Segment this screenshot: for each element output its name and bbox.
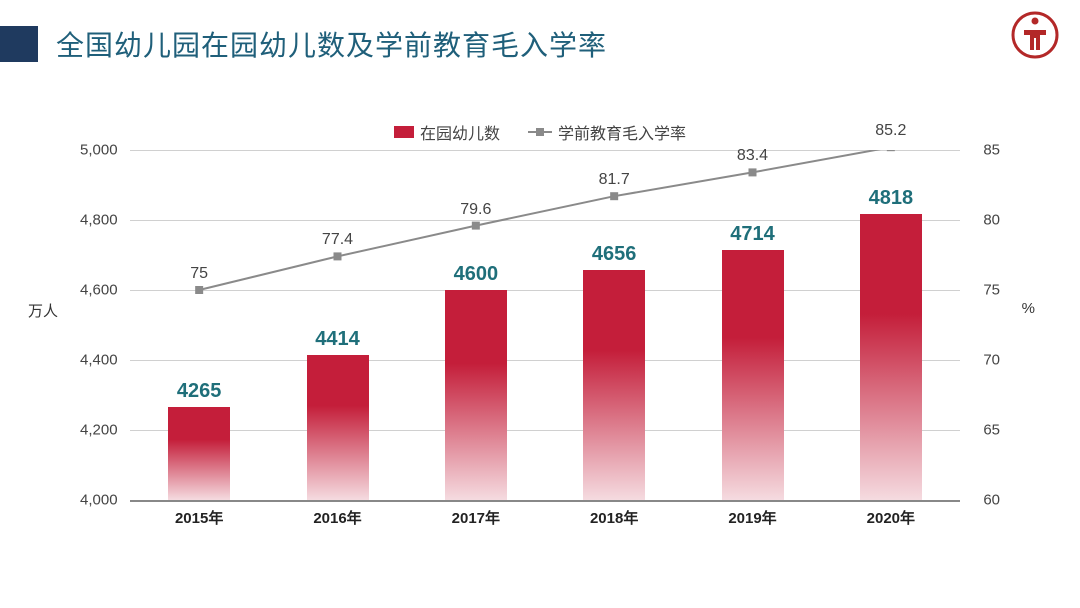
bar-value-label: 4600: [445, 263, 507, 286]
bar-group: 48182020年: [860, 187, 922, 500]
bar: [583, 270, 645, 500]
bar-group: 46002017年: [445, 263, 507, 500]
legend-line-label: 学前教育毛入学率: [558, 120, 686, 144]
bar-group: 47142019年: [722, 223, 784, 500]
legend-bar-label: 在园幼儿数: [420, 120, 500, 144]
bar: [722, 250, 784, 500]
line-value-label: 85.2: [875, 122, 906, 140]
y-axis-right-label: %: [1022, 300, 1035, 317]
slide-title: 全国幼儿园在园幼儿数及学前教育毛入学率: [56, 24, 607, 64]
bar-value-label: 4414: [307, 328, 369, 351]
slide-header: 全国幼儿园在园幼儿数及学前教育毛入学率: [0, 0, 1080, 70]
bar: [307, 355, 369, 500]
bar-value-label: 4265: [168, 380, 230, 403]
y-tick-left: 4,000: [80, 492, 118, 509]
line-value-label: 79.6: [460, 200, 491, 218]
legend-line-swatch: [528, 131, 552, 133]
bar-value-label: 4656: [583, 243, 645, 266]
y-tick-left: 4,200: [80, 422, 118, 439]
chart-legend: 在园幼儿数 学前教育毛入学率: [70, 120, 1010, 144]
y-tick-right: 65: [983, 422, 1000, 439]
x-axis-baseline: [130, 500, 960, 502]
x-axis-label: 2017年: [445, 507, 507, 528]
line-value-label: 83.4: [737, 147, 768, 165]
y-tick-left: 4,400: [80, 352, 118, 369]
legend-bar-swatch: [394, 126, 414, 138]
x-axis-label: 2016年: [307, 507, 369, 528]
bar-group: 46562018年: [583, 243, 645, 500]
y-tick-right: 80: [983, 212, 1000, 229]
bar-group: 42652015年: [168, 380, 230, 500]
line-value-label: 81.7: [599, 171, 630, 189]
bars-layer: 42652015年 44142016年 46002017年 46562018年 4714…: [130, 150, 960, 500]
legend-item-bar: 在园幼儿数: [394, 120, 500, 144]
legend-item-line: 学前教育毛入学率: [528, 120, 686, 144]
bar: [168, 407, 230, 500]
x-axis-label: 2019年: [722, 507, 784, 528]
bar-value-label: 4818: [860, 187, 922, 210]
x-axis-label: 2015年: [168, 507, 230, 528]
y-tick-right: 75: [983, 282, 1000, 299]
bar-value-label: 4714: [722, 223, 784, 246]
bar: [445, 290, 507, 500]
chart-plot: 万人 % 4,000604,200654,400704,600754,80080…: [70, 150, 1010, 530]
y-tick-left: 4,800: [80, 212, 118, 229]
y-tick-right: 60: [983, 492, 1000, 509]
bar-group: 44142016年: [307, 328, 369, 500]
x-axis-label: 2020年: [860, 507, 922, 528]
bar: [860, 214, 922, 500]
chart-container: 在园幼儿数 学前教育毛入学率 万人 % 4,000604,200654,4007…: [70, 120, 1010, 560]
brand-logo-icon: [1010, 10, 1060, 65]
x-axis-label: 2018年: [583, 507, 645, 528]
y-tick-right: 70: [983, 352, 1000, 369]
y-tick-right: 85: [983, 142, 1000, 159]
y-axis-left-label: 万人: [28, 300, 58, 321]
y-tick-left: 5,000: [80, 142, 118, 159]
line-value-label: 77.4: [322, 231, 353, 249]
title-accent-bar: [0, 26, 38, 62]
y-tick-left: 4,600: [80, 282, 118, 299]
line-value-label: 75: [190, 265, 208, 283]
